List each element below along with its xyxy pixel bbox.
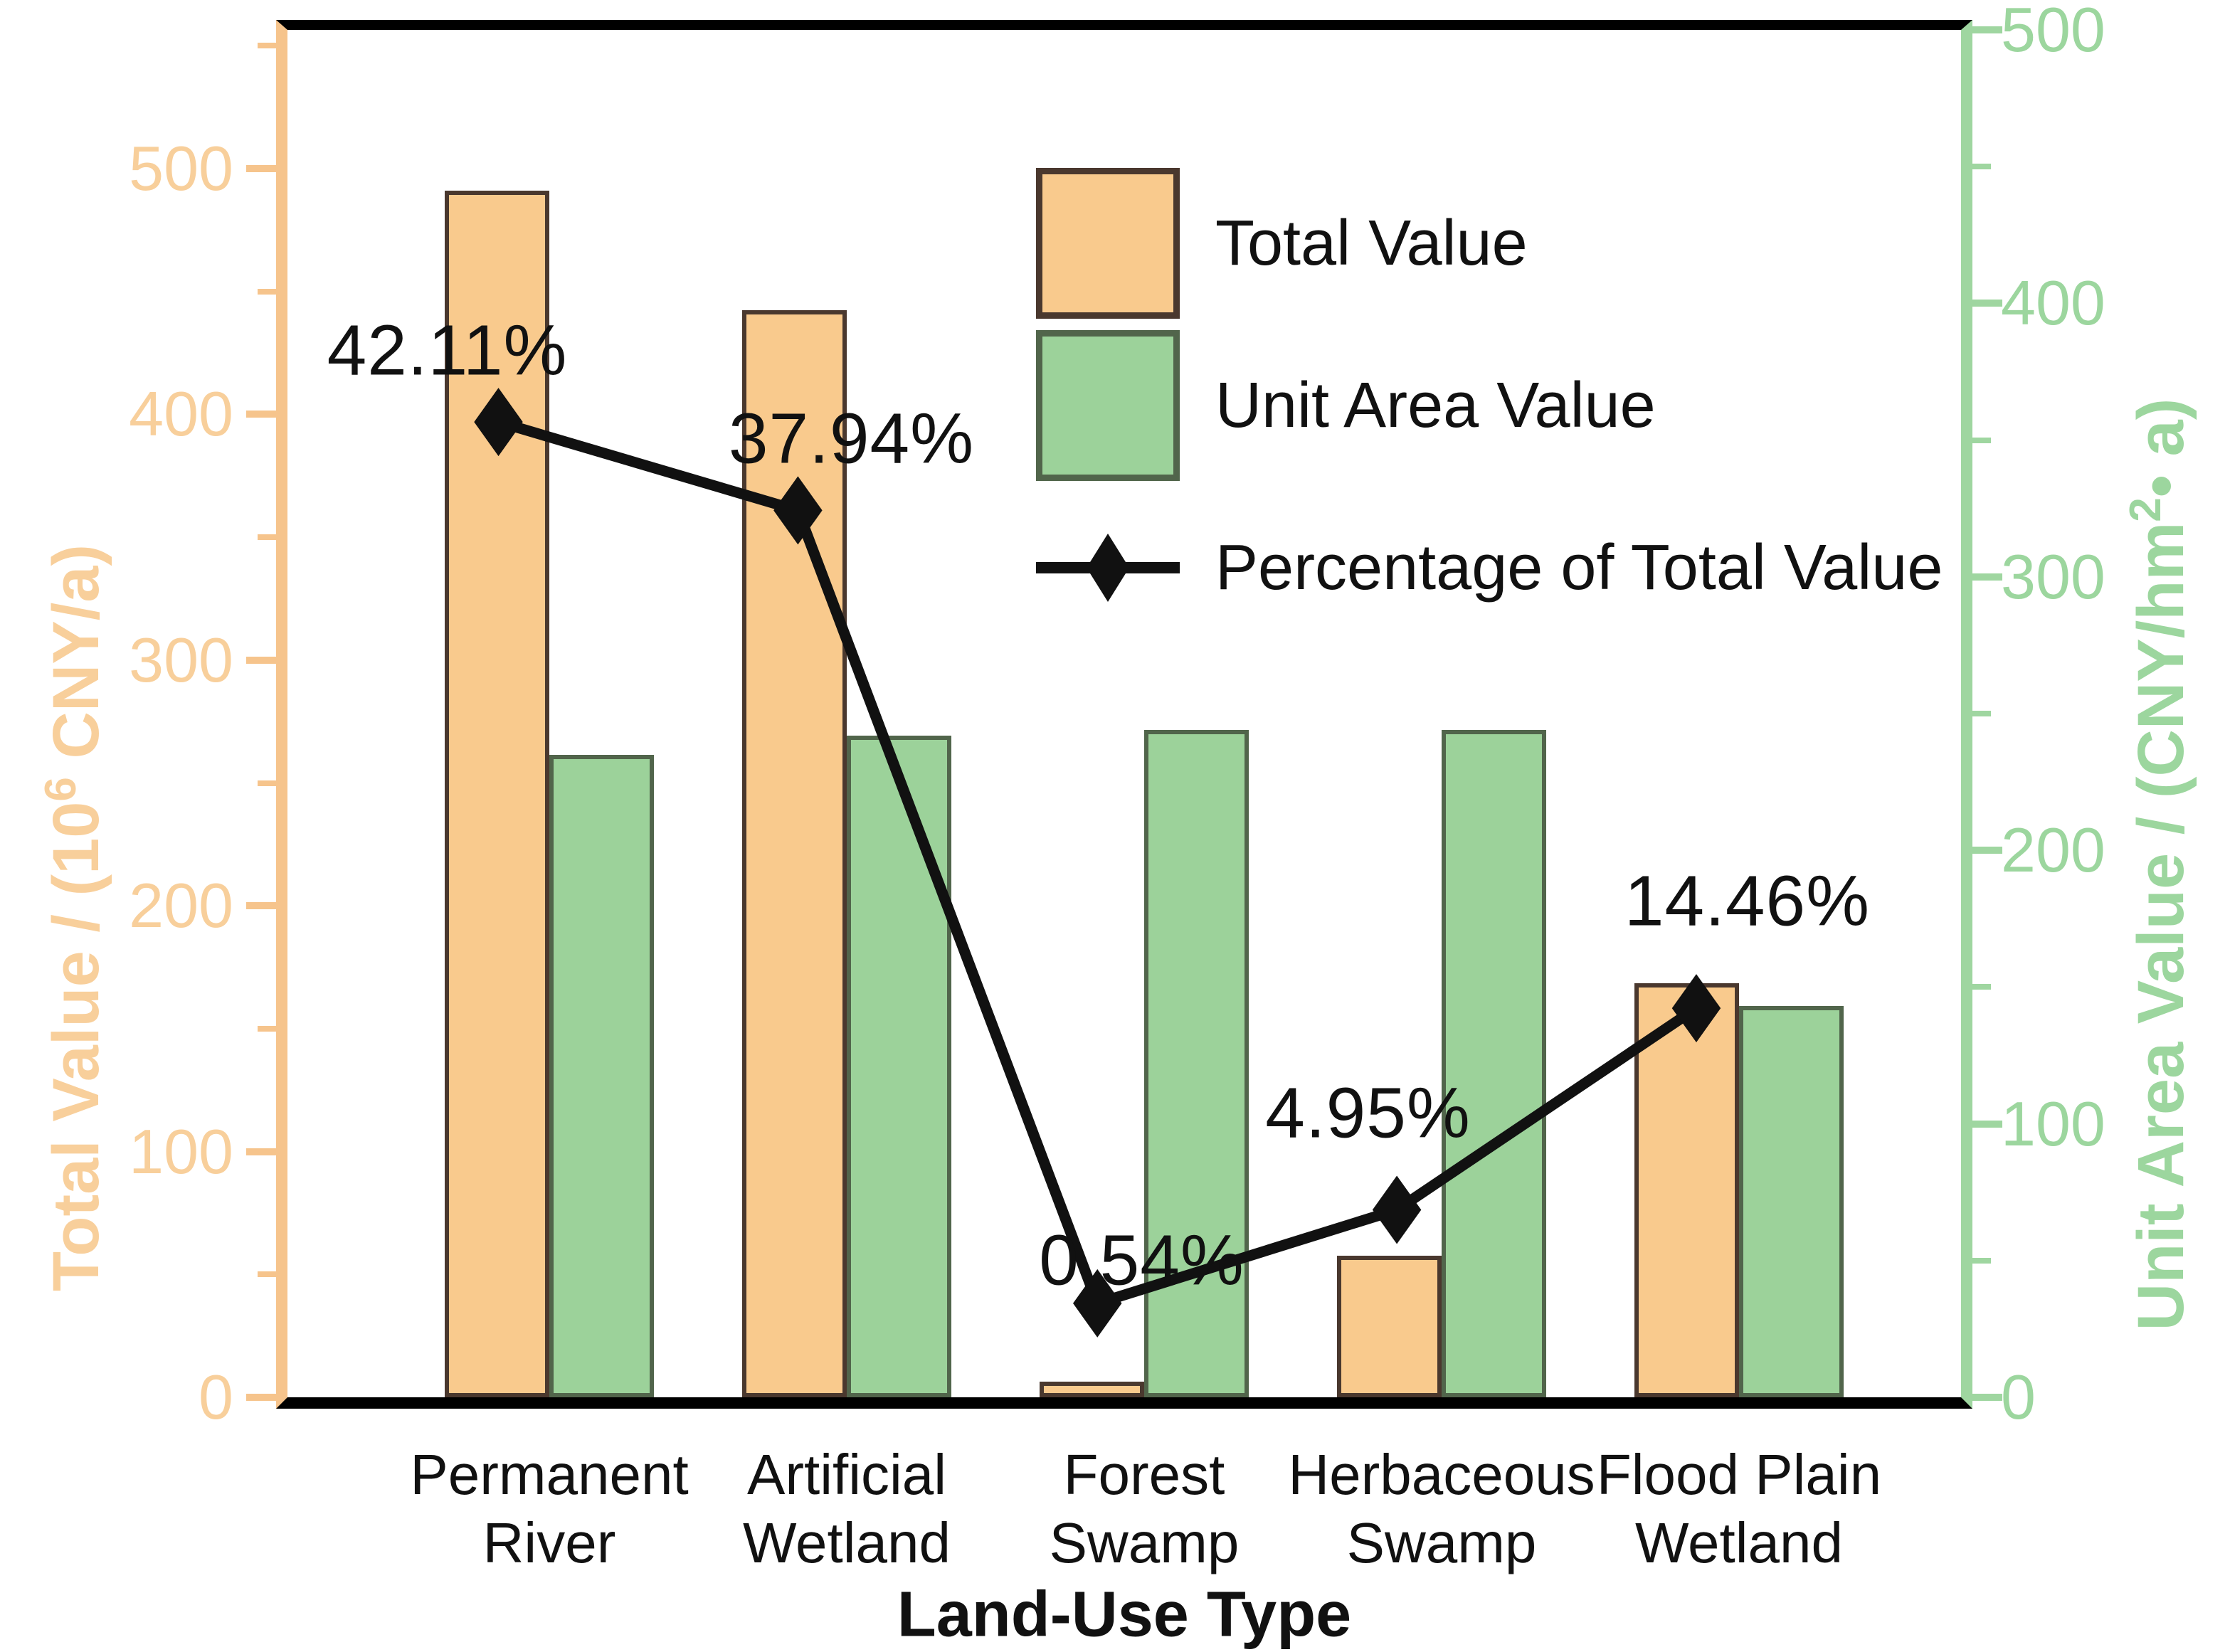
left-axis-major-tick <box>246 165 278 172</box>
unit-area-value-bar <box>847 735 951 1397</box>
left-axis-major-tick <box>246 1394 278 1401</box>
left-axis-minor-tick <box>258 1025 278 1032</box>
right-axis-major-tick <box>1971 573 2002 581</box>
left-axis-tick-label: 100 <box>129 1116 233 1187</box>
left-axis-tick-label: 400 <box>129 378 233 450</box>
legend-row-total-value: Total Value <box>1036 168 1943 319</box>
plot-area: 42.11% 37.94% 0.54% 4.95% 14.46% Total Value… <box>276 20 1972 1409</box>
left-axis-minor-tick <box>258 780 278 786</box>
unit-area-value-bar <box>1739 1006 1844 1397</box>
percentage-annotation: 42.11% <box>327 310 568 391</box>
percentage-annotation: 0.54% <box>1039 1220 1245 1301</box>
percentage-line-layer <box>474 388 1721 1338</box>
x-axis-category-label: Flood Plain Wetland <box>1596 1443 1882 1574</box>
x-axis-category-label: Permanent River <box>410 1443 689 1574</box>
legend-label-percentage: Percentage of Total Value <box>1215 531 1943 603</box>
x-axis-category-label: Artificial Wetland <box>742 1443 951 1574</box>
total-value-bar <box>1040 1382 1144 1397</box>
right-axis-minor-tick <box>1971 437 1991 443</box>
right-axis-major-tick <box>1971 300 2002 307</box>
right-axis-tick-label: 400 <box>2001 268 2105 339</box>
left-axis-minor-tick <box>258 1271 278 1278</box>
x-axis-title: Land-Use Type <box>897 1579 1352 1651</box>
percentage-marker-diamond-icon <box>1372 1175 1422 1244</box>
left-axis-title: Total Value / (106 CNY/a) <box>36 544 112 1292</box>
left-axis-tick-label: 500 <box>129 133 233 203</box>
right-axis-major-tick <box>1971 1120 2002 1128</box>
left-axis-major-tick <box>246 656 278 664</box>
percentage-annotation: 14.46% <box>1624 861 1871 941</box>
left-axis-minor-tick <box>258 534 278 541</box>
percentage-marker-diamond-icon <box>474 388 523 457</box>
right-axis-tick-label: 0 <box>2001 1362 2036 1432</box>
left-axis-major-tick <box>246 1148 278 1155</box>
legend-label-total-value: Total Value <box>1215 207 1528 279</box>
x-axis-category-label: Forest Swamp <box>1049 1443 1240 1574</box>
legend-label-unit-area-value: Unit Area Value <box>1215 369 1656 441</box>
legend: Total Value Unit Area Value Percentage o… <box>1036 168 1943 655</box>
left-axis-tick-label: 200 <box>129 870 233 941</box>
right-axis-minor-tick <box>1971 1257 1991 1264</box>
right-axis-minor-tick <box>1971 711 1991 716</box>
right-axis-major-tick <box>1971 1394 2002 1401</box>
legend-row-unit-area-value: Unit Area Value <box>1036 330 1943 481</box>
percentage-annotation: 4.95% <box>1265 1073 1471 1153</box>
right-axis-title: Unit Area Value / (CNY/hm2• a) <box>2121 398 2197 1331</box>
right-axis-major-tick <box>1971 26 2002 33</box>
unit-area-value-bar <box>1442 730 1546 1397</box>
percentage-annotation: 37.94% <box>728 398 975 479</box>
percentage-marker-diamond-icon <box>1671 974 1721 1043</box>
total-value-bar <box>1634 983 1739 1397</box>
left-axis-major-tick <box>246 902 278 910</box>
right-axis-major-tick <box>1971 847 2002 854</box>
total-value-bar <box>1337 1255 1442 1397</box>
left-axis-tick-label: 300 <box>129 624 233 695</box>
percentage-line-swatch-icon <box>1036 492 1180 643</box>
unit-area-value-bar <box>549 754 654 1397</box>
left-axis-major-tick <box>246 411 278 418</box>
right-axis-tick-label: 200 <box>2001 815 2105 886</box>
percentage-marker-diamond-icon <box>773 476 823 545</box>
unit-area-value-swatch-icon <box>1036 330 1180 481</box>
left-axis-minor-tick <box>258 43 278 49</box>
x-axis-category-label: Herbaceous Swamp <box>1288 1443 1595 1574</box>
right-axis-tick-label: 500 <box>2001 0 2105 65</box>
right-axis-tick-label: 100 <box>2001 1088 2105 1159</box>
right-axis-minor-tick <box>1971 164 1991 170</box>
left-axis-minor-tick <box>258 288 278 295</box>
right-axis-tick-label: 300 <box>2001 541 2105 612</box>
percentage-marker-diamond-icon <box>1073 1269 1122 1338</box>
total-value-swatch-icon <box>1036 168 1180 319</box>
left-axis-tick-label: 0 <box>199 1362 233 1432</box>
legend-row-percentage: Percentage of Total Value <box>1036 492 1943 643</box>
right-axis-minor-tick <box>1971 984 1991 990</box>
